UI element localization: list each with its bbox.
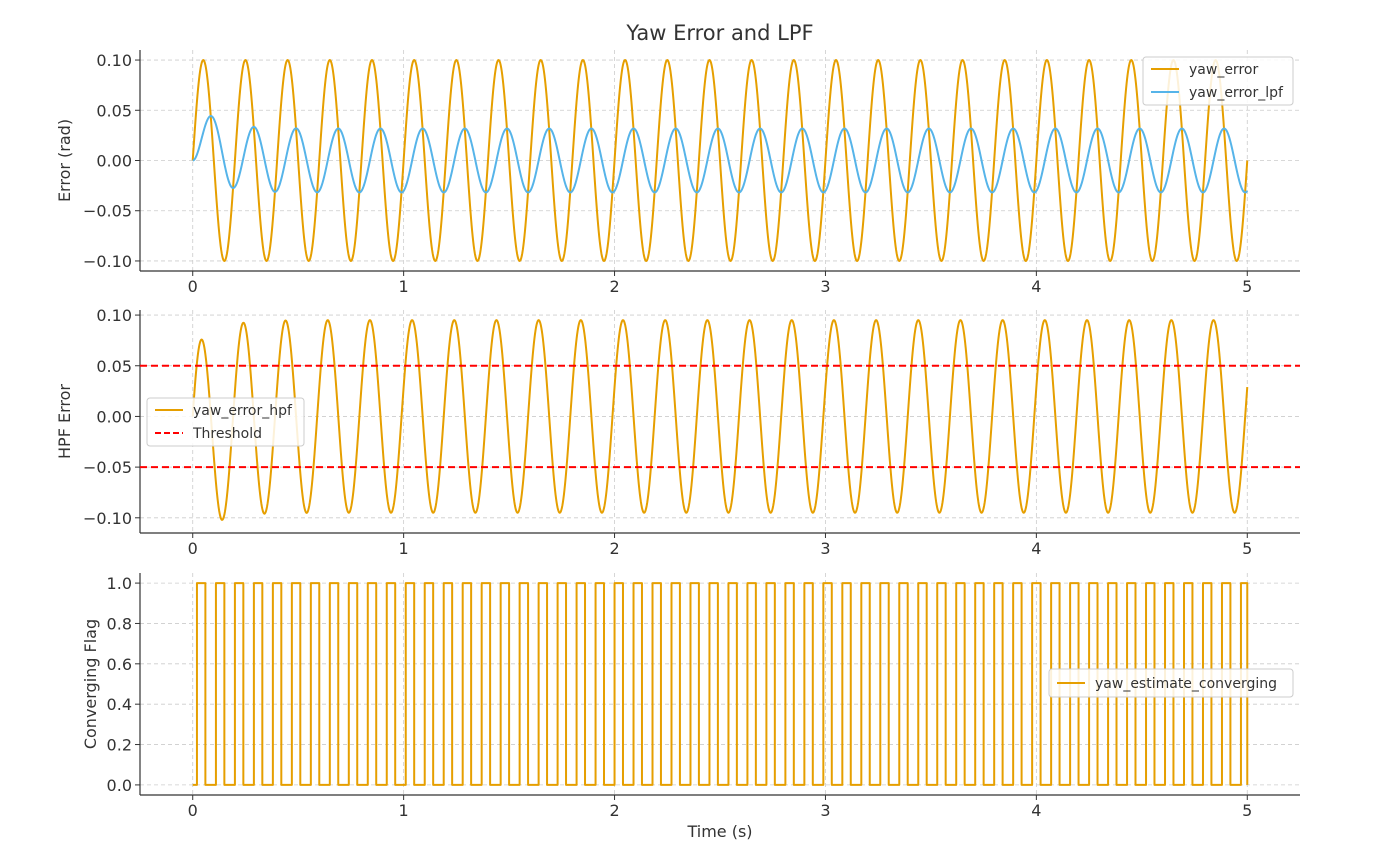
y-tick-label: 0.00	[96, 152, 132, 171]
x-tick-label: 1	[399, 801, 409, 820]
y-tick-label: −0.10	[83, 252, 132, 271]
legend-entry: yaw_error_lpf	[1189, 85, 1284, 101]
series-line-yaw-error-hpf	[191, 319, 1249, 521]
y-axis-label: Converging Flag	[81, 619, 100, 749]
x-tick-label: 5	[1242, 801, 1252, 820]
x-tick-label: 0	[188, 539, 198, 558]
series-line-yaw-error	[191, 59, 1249, 262]
x-tick-label: 2	[609, 539, 619, 558]
legend-box	[146, 397, 305, 447]
legend: yaw_estimate_converging	[1048, 668, 1294, 698]
x-tick-label: 1	[399, 277, 409, 296]
subplot-1: 0 1 2 3 4 5 0.10 0.05 0.00 −0.05 −0.10 Error (rad) y…	[55, 50, 1300, 296]
x-tick-label: 0	[188, 277, 198, 296]
legend: yaw_error yaw_error_lpf	[1142, 56, 1294, 106]
legend-entry: Threshold	[192, 426, 262, 442]
figure-title: Yaw Error and LPF	[625, 21, 813, 45]
legend-entry: yaw_estimate_converging	[1095, 676, 1277, 692]
legend-entry: yaw_error	[1189, 62, 1258, 78]
x-tick-label: 5	[1242, 539, 1252, 558]
x-tick-label: 3	[820, 801, 830, 820]
legend-box	[1142, 56, 1294, 106]
y-tick-label: 0.0	[107, 776, 132, 795]
x-tick-label: 5	[1242, 277, 1252, 296]
y-tick-label: 0.10	[96, 306, 132, 325]
y-tick-label: 0.05	[96, 101, 132, 120]
y-tick-label: 0.2	[107, 736, 132, 755]
subplot-3: 0 1 2 3 4 5 1.0 0.8 0.6 0.4 0.2 0.0 Converging Flag y…	[81, 573, 1300, 820]
y-tick-label: 1.0	[107, 574, 132, 593]
x-tick-label: 0	[188, 801, 198, 820]
y-tick-label: −0.05	[83, 458, 132, 477]
x-tick-label: 2	[609, 801, 619, 820]
y-tick-label: −0.10	[83, 509, 132, 528]
subplot-2: 0 1 2 3 4 5 0.10 0.05 0.00 −0.05 −0.10 HPF Error yaw…	[55, 306, 1300, 558]
x-tick-label: 4	[1031, 801, 1041, 820]
y-axis-label: Error (rad)	[55, 119, 74, 202]
legend: yaw_error_hpf Threshold	[146, 397, 305, 447]
x-axis-label: Time (s)	[686, 822, 752, 841]
x-tick-label: 3	[820, 539, 830, 558]
x-tick-label: 4	[1031, 539, 1041, 558]
y-tick-label: 0.6	[107, 655, 132, 674]
x-tick-label: 4	[1031, 277, 1041, 296]
y-tick-label: 0.00	[96, 407, 132, 426]
y-tick-label: 0.10	[96, 51, 132, 70]
y-axis-label: HPF Error	[55, 384, 74, 459]
x-tick-label: 1	[399, 539, 409, 558]
y-tick-label: 0.4	[107, 695, 132, 714]
y-tick-label: 0.8	[107, 614, 132, 633]
series-line-yaw-estimate-converging	[192, 582, 1249, 786]
y-tick-label: 0.05	[96, 357, 132, 376]
y-tick-label: −0.05	[83, 202, 132, 221]
legend-entry: yaw_error_hpf	[193, 403, 293, 419]
x-tick-label: 3	[820, 277, 830, 296]
series-line-yaw-error-lpf	[192, 115, 1249, 194]
legend-box	[1048, 668, 1294, 698]
x-tick-label: 2	[609, 277, 619, 296]
